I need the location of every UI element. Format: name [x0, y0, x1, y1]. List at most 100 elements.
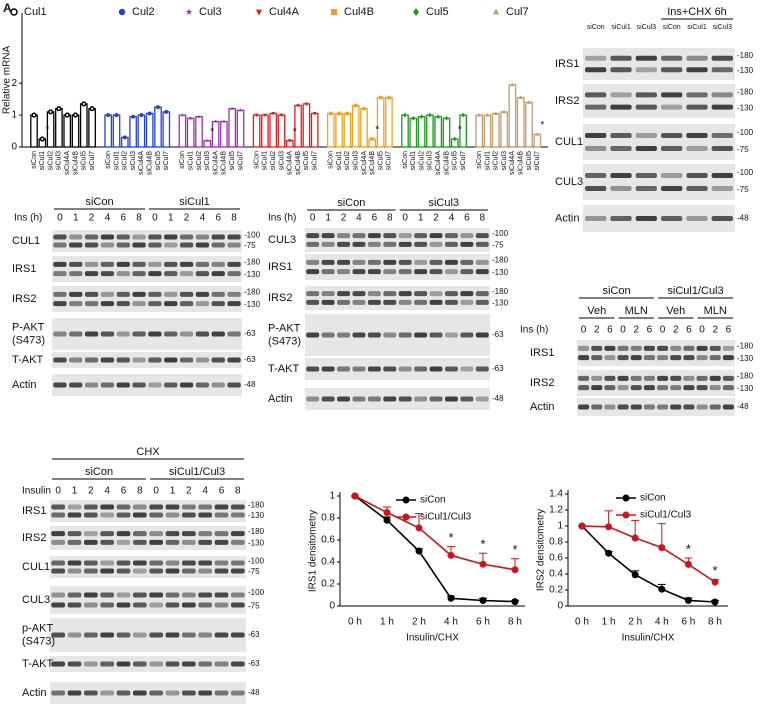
marker [56, 106, 62, 112]
blot-band [165, 539, 180, 545]
blot-band [227, 357, 241, 363]
mw-marker: -48 [244, 380, 256, 389]
blot-band [148, 357, 162, 363]
blot-band [165, 602, 180, 608]
lane-label: 8 [231, 213, 237, 224]
legend-marker [402, 513, 410, 521]
marker [196, 114, 202, 119]
blot-band [610, 67, 632, 73]
marker [10, 8, 18, 16]
series-line [354, 495, 516, 603]
blot-band [67, 512, 82, 518]
blot-band [383, 269, 397, 275]
blot-band [686, 55, 708, 61]
blot-band [230, 592, 245, 598]
lane-title: Ins (h) [268, 213, 296, 224]
marker [329, 111, 333, 116]
row-label: p-AKT [22, 622, 53, 634]
lane-label: 6 [372, 213, 378, 224]
x-tick-label: siCul3 [427, 151, 434, 171]
mw-marker: -100 [248, 557, 265, 566]
marker [155, 105, 161, 110]
x-tick-label: siCul4B [369, 151, 376, 175]
x-tick-label: 6 h [681, 617, 695, 628]
row-label: IRS1 [268, 261, 292, 273]
x-tick-label: 0 h [575, 617, 589, 628]
blot-band [116, 271, 130, 277]
blot-band [683, 385, 695, 391]
blot-band [591, 375, 603, 381]
point [479, 597, 487, 604]
lane-label: 1 [170, 486, 176, 497]
blot-band [643, 345, 655, 351]
blot-band [132, 602, 147, 608]
blot-band [149, 504, 164, 510]
blot-band [635, 185, 657, 191]
bar [500, 111, 508, 148]
blot-band [306, 299, 320, 305]
blot-band [211, 234, 225, 240]
blot-band [383, 366, 397, 372]
blot-band [83, 661, 98, 667]
row-label: IRS2 [555, 95, 579, 107]
group-label: CHX [136, 446, 160, 458]
x-tick-label: siCul5 [155, 151, 162, 171]
marker [493, 8, 499, 15]
blot-band [475, 269, 489, 275]
blot-band [164, 357, 178, 363]
row-label: IRS1 [12, 263, 36, 275]
blot-band [610, 133, 632, 139]
blot-band [306, 233, 320, 239]
blot-band [132, 331, 146, 337]
blot-band [630, 385, 642, 391]
blot-band [230, 560, 245, 566]
blot-band [53, 242, 67, 248]
blot-band [179, 382, 194, 388]
legend-label: siCon [640, 493, 666, 504]
blot-band [164, 234, 178, 240]
x-tick-label: siCul7 [163, 151, 170, 171]
x-tick-label: 0 h [348, 617, 362, 628]
blot-band [585, 185, 607, 191]
blot-band [617, 345, 629, 351]
point [511, 598, 519, 606]
lane-label: 6 [121, 486, 127, 497]
blot-band [100, 234, 115, 240]
x-tick-label: 8 h [708, 617, 722, 628]
blot-band [683, 355, 695, 361]
lane-label: 8 [480, 213, 486, 224]
blot-band [686, 133, 708, 139]
bar [360, 108, 368, 148]
blot-band [383, 299, 397, 305]
blot-band [198, 661, 213, 667]
blot-band [164, 261, 178, 267]
blot-band [337, 241, 351, 247]
blot-band [51, 602, 66, 608]
blot-band [132, 632, 147, 638]
mw-marker: -75 [492, 240, 504, 249]
lane-label: 6 [120, 213, 126, 224]
x-tick-label: 8 h [508, 617, 522, 628]
blot-band [211, 301, 225, 307]
marker [271, 112, 275, 116]
x-tick-label: siCul3 [130, 151, 137, 171]
blot-band [429, 233, 443, 239]
blot-band [100, 568, 115, 574]
blot-strip [50, 526, 246, 550]
blot-band [444, 233, 458, 239]
marker [147, 111, 152, 116]
point [605, 523, 613, 531]
blot-band [367, 233, 381, 239]
blot-band [683, 345, 695, 351]
blot-band [630, 355, 642, 361]
x-tick-label: siCul4B [295, 151, 302, 175]
y-tick-label: 0.6 [549, 553, 563, 564]
marker [337, 111, 341, 116]
y-tick-label: 1 [557, 521, 563, 532]
marker [461, 112, 465, 118]
row-label: (S473) [22, 635, 55, 647]
bar [104, 114, 113, 148]
blot-band [230, 632, 245, 638]
legend-label: Cul4A [269, 6, 300, 18]
blot-band [337, 366, 351, 372]
